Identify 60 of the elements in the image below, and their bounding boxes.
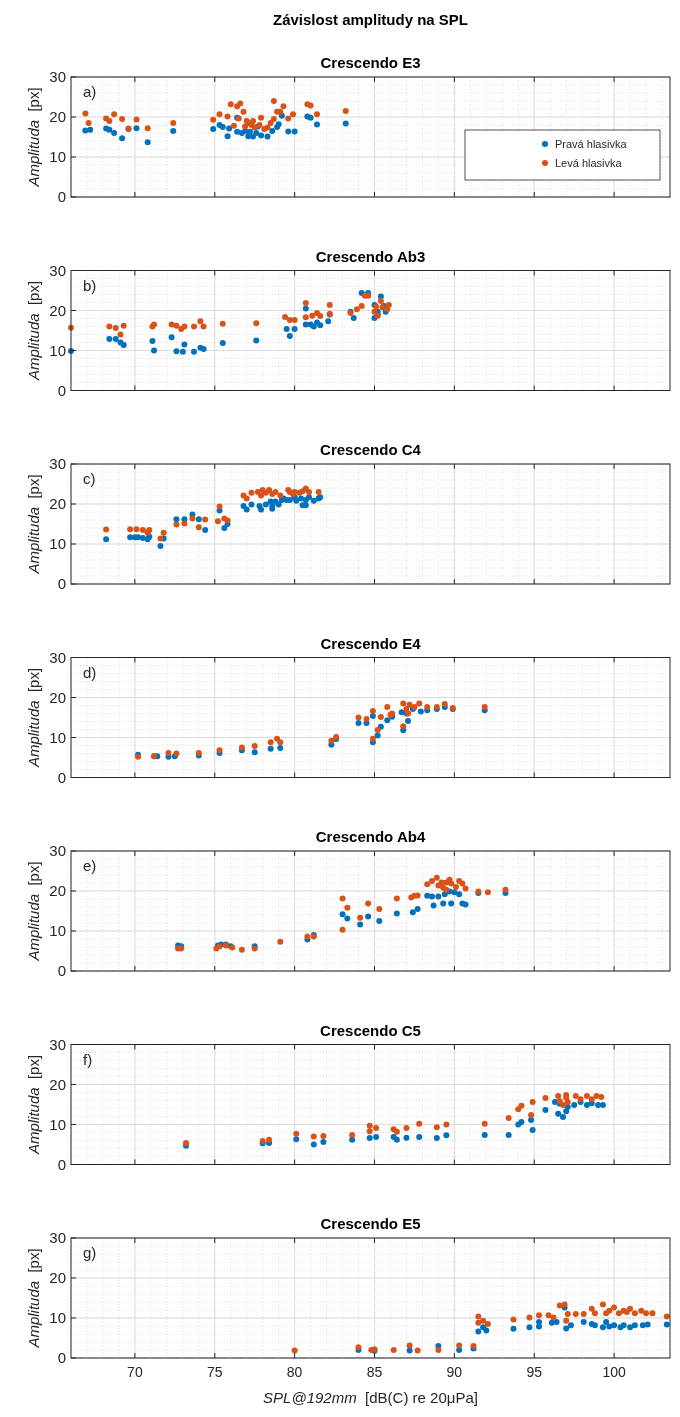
- y-tick-label: 20: [49, 108, 66, 125]
- chart-title: Crescendo Ab3: [315, 247, 426, 265]
- annotation: b): [83, 276, 97, 294]
- chart-title: Crescendo E5: [320, 1215, 421, 1232]
- annotation: c): [83, 470, 96, 487]
- x-tick-label: 80: [286, 1364, 303, 1380]
- y-tick-label: 20: [49, 1075, 66, 1093]
- y-axis-title: Amplituda [px]: [25, 1248, 42, 1349]
- x-tick-label: 70: [127, 1364, 143, 1380]
- y-tick-label: 10: [49, 922, 66, 939]
- legend-label: Levá hlasivka: [555, 157, 623, 169]
- chart-title: Crescendo C5: [320, 1021, 421, 1039]
- y-tick-label: 10: [49, 535, 66, 552]
- x-tick-label: 90: [446, 1364, 463, 1380]
- y-tick-label: 10: [49, 1115, 66, 1133]
- annotation: f): [83, 1050, 93, 1068]
- y-tick-label: 20: [49, 1269, 66, 1286]
- y-axis-title: Amplituda [px]: [25, 861, 42, 962]
- y-tick-label: 10: [49, 148, 66, 165]
- annotation: g): [83, 1244, 97, 1261]
- y-tick-label: 10: [49, 728, 66, 746]
- annotation: d): [83, 663, 97, 681]
- y-tick-label: 30: [49, 1035, 66, 1053]
- chart-title: Crescendo Ab4: [315, 828, 426, 845]
- y-tick-label: 30: [49, 68, 66, 85]
- y-tick-label: 20: [49, 688, 66, 706]
- y-tick-label: 20: [49, 882, 66, 899]
- chart-subtitle: Crescendo E3: [320, 54, 421, 71]
- chart-title: Crescendo C4: [320, 441, 422, 458]
- y-tick-label: 20: [49, 301, 66, 319]
- y-tick-label: 30: [49, 842, 66, 859]
- y-tick-label: 30: [49, 648, 66, 666]
- legend-label: Pravá hlasivka: [555, 138, 628, 150]
- y-axis-title: Amplituda [px]: [25, 474, 42, 575]
- annotation: e): [83, 857, 97, 874]
- y-tick-label: 10: [49, 1309, 66, 1326]
- annotation: a): [83, 83, 97, 100]
- y-axis-title: Amplituda [px]: [25, 667, 42, 769]
- y-tick-label: 0: [57, 1349, 66, 1366]
- y-tick-label: 0: [57, 381, 66, 399]
- y-tick-label: 0: [57, 1155, 66, 1173]
- y-axis-title: Amplituda [px]: [25, 87, 42, 188]
- x-tick-label: 75: [206, 1364, 223, 1380]
- x-tick-label: 100: [602, 1364, 626, 1380]
- y-tick-label: 0: [57, 575, 66, 592]
- y-tick-label: 10: [49, 341, 66, 359]
- y-tick-label: 30: [49, 455, 66, 472]
- x-tick-label: 85: [366, 1364, 383, 1380]
- y-tick-label: 30: [49, 1229, 66, 1246]
- y-tick-label: 0: [57, 962, 66, 979]
- y-axis-title: Amplituda [px]: [25, 280, 42, 382]
- chart-title: Crescendo E4: [320, 634, 422, 652]
- x-axis-title: SPL@192mm [dB(C) re 20μPa]: [263, 1389, 478, 1406]
- y-tick-label: 0: [57, 188, 66, 205]
- y-tick-label: 30: [49, 261, 66, 279]
- y-tick-label: 0: [57, 768, 66, 786]
- chart-title: Závislost amplitudy na SPL: [272, 11, 469, 28]
- x-tick-label: 95: [526, 1364, 543, 1380]
- y-tick-label: 20: [49, 495, 66, 512]
- y-axis-title: Amplituda [px]: [25, 1054, 42, 1156]
